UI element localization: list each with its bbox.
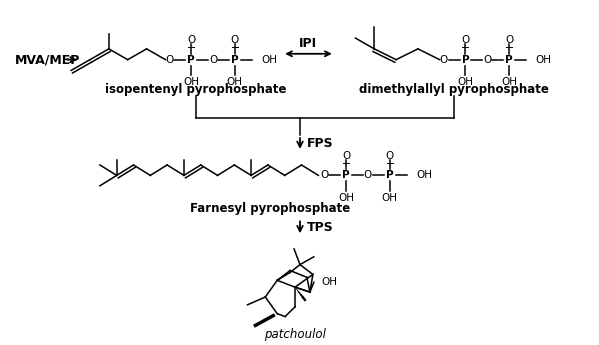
Text: O: O [461, 35, 470, 45]
Text: O: O [440, 55, 448, 65]
Text: O: O [165, 55, 174, 65]
Text: O: O [386, 151, 394, 161]
Text: OH: OH [382, 193, 398, 203]
Text: MVA/MEP: MVA/MEP [14, 53, 80, 66]
Text: P: P [231, 55, 238, 65]
Text: OH: OH [338, 193, 354, 203]
Text: P: P [505, 55, 513, 65]
Text: P: P [342, 170, 350, 180]
Text: dimethylallyl pyrophosphate: dimethylallyl pyrophosphate [359, 82, 549, 96]
Text: OH: OH [227, 77, 243, 87]
Text: O: O [231, 35, 239, 45]
Text: IPI: IPI [299, 38, 317, 50]
Text: P: P [462, 55, 469, 65]
Text: OH: OH [416, 170, 432, 180]
Text: OH: OH [501, 77, 517, 87]
Text: OH: OH [458, 77, 473, 87]
Text: O: O [505, 35, 513, 45]
Text: patchoulol: patchoulol [264, 328, 326, 341]
Text: O: O [483, 55, 491, 65]
Text: O: O [320, 170, 328, 180]
Text: TPS: TPS [307, 221, 334, 234]
Text: OH: OH [183, 77, 199, 87]
Text: O: O [209, 55, 217, 65]
Text: FPS: FPS [307, 137, 334, 149]
Text: isopentenyl pyrophosphate: isopentenyl pyrophosphate [105, 82, 287, 96]
Text: O: O [187, 35, 195, 45]
Text: P: P [386, 170, 394, 180]
Text: P: P [187, 55, 195, 65]
Text: Farnesyl pyrophosphate: Farnesyl pyrophosphate [190, 202, 350, 215]
Text: OH: OH [322, 277, 338, 287]
Text: OH: OH [536, 55, 552, 65]
Text: O: O [342, 151, 350, 161]
Text: OH: OH [262, 55, 277, 65]
Text: O: O [364, 170, 372, 180]
